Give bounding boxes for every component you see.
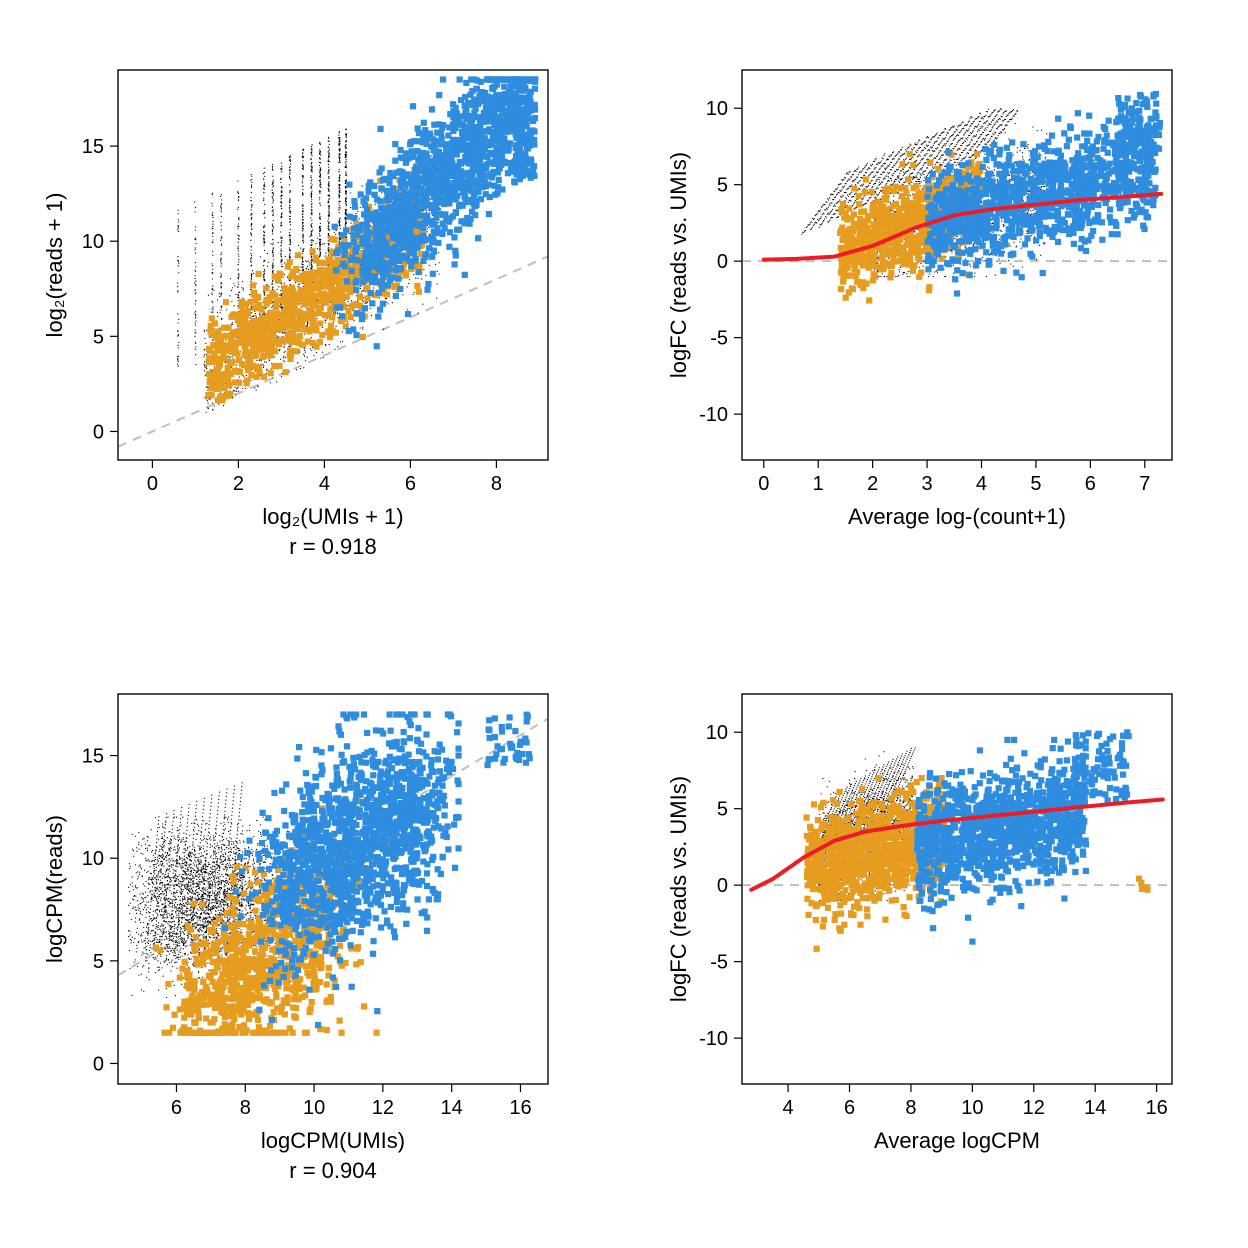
panel-bottom-right: 46810121416-10-50510Average logCPMlogFC …: [624, 624, 1248, 1248]
panel-top-left: 02468051015log₂(UMIs + 1)log₂(reads + 1)…: [0, 0, 624, 624]
panel-top-right: 01234567-10-50510Average log-(count+1)lo…: [624, 0, 1248, 624]
panel-bottom-left: 6810121416051015logCPM(UMIs)logCPM(reads…: [0, 624, 624, 1248]
chart-grid: 02468051015log₂(UMIs + 1)log₂(reads + 1)…: [0, 0, 1248, 1248]
